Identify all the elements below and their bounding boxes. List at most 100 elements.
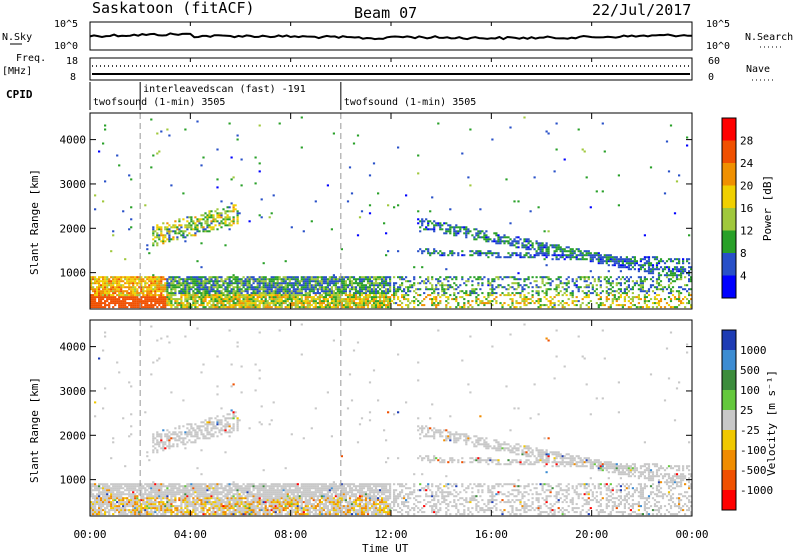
heatmap-cell	[525, 252, 528, 255]
heatmap-cell	[154, 491, 157, 494]
heatmap-cell	[344, 288, 347, 291]
heatmap-cell	[306, 296, 309, 299]
heatmap-cell	[429, 228, 432, 231]
heatmap-cell	[200, 493, 203, 496]
heatmap-cell	[236, 216, 239, 219]
heatmap-cell	[92, 493, 95, 496]
heatmap-cell	[190, 431, 193, 434]
heatmap-cell	[509, 244, 512, 247]
heatmap-cell	[160, 497, 163, 500]
heatmap-cell	[252, 276, 255, 279]
heatmap-cell	[366, 288, 370, 291]
heatmap-cell	[240, 302, 243, 305]
heatmap-cell	[300, 300, 303, 303]
heatmap-cell	[174, 433, 177, 436]
heatmap-cell	[487, 252, 490, 255]
heatmap-cell	[515, 242, 518, 245]
heatmap-cell	[206, 222, 209, 225]
heatmap-cell	[421, 222, 424, 225]
heatmap-cell	[423, 220, 426, 223]
heatmap-cell	[366, 304, 370, 307]
heatmap-cell	[547, 254, 550, 257]
heatmap-cell	[639, 260, 642, 263]
heatmap-cell	[381, 292, 384, 295]
heatmap-cell	[164, 433, 167, 436]
heatmap-cell	[246, 294, 249, 297]
heatmap-cell	[451, 278, 454, 281]
heatmap-cell	[216, 148, 219, 151]
heatmap-cell	[651, 256, 655, 259]
heatmap-cell	[589, 252, 592, 255]
heatmap-cell	[180, 431, 183, 434]
heatmap-cell	[605, 300, 608, 303]
heatmap-cell	[126, 290, 129, 293]
heatmap-cell	[449, 228, 452, 231]
heatmap-cell	[593, 256, 596, 259]
heatmap-cell	[108, 304, 111, 307]
heatmap-cell	[595, 294, 598, 297]
heatmap-cell	[178, 439, 181, 442]
heatmap-cell	[94, 296, 97, 299]
heatmap-cell	[340, 288, 343, 291]
heatmap-cell	[680, 272, 683, 275]
heatmap-cell	[368, 288, 372, 291]
heatmap-cell	[330, 298, 333, 301]
heatmap-cell	[110, 286, 113, 289]
heatmap-cell	[364, 292, 368, 295]
heatmap-cell	[441, 284, 444, 287]
heatmap-cell	[330, 300, 333, 303]
heatmap-cell	[148, 497, 151, 500]
heatmap-cell	[589, 292, 592, 295]
heatmap-cell	[525, 254, 528, 257]
heatmap-cell	[284, 292, 287, 295]
heatmap-cell	[318, 288, 321, 291]
heatmap-cell	[218, 276, 221, 279]
heatmap-cell	[228, 294, 231, 297]
heatmap-cell	[595, 190, 598, 193]
heatmap-cell	[92, 288, 95, 291]
heatmap-cell	[272, 292, 275, 295]
heatmap-cell	[102, 278, 105, 281]
heatmap-cell	[581, 256, 584, 259]
heatmap-cell	[405, 304, 408, 307]
heatmap-cell	[497, 256, 500, 259]
heatmap-cell	[130, 487, 133, 490]
heatmap-cell	[583, 278, 586, 281]
heatmap-cell	[613, 290, 616, 293]
heatmap-cell	[128, 292, 131, 295]
heatmap-cell	[120, 487, 123, 490]
heatmap-cell	[90, 503, 93, 506]
heatmap-cell	[104, 128, 107, 131]
heatmap-cell	[529, 210, 532, 213]
heatmap-cell	[164, 298, 167, 301]
heatmap-cell	[463, 226, 466, 229]
heatmap-cell	[98, 513, 101, 516]
heatmap-cell	[94, 276, 97, 279]
heatmap-cell	[621, 262, 624, 265]
heatmap-cell	[192, 290, 195, 293]
heatmap-cell	[212, 288, 215, 291]
heatmap-cell	[469, 184, 472, 187]
heatmap-cell	[324, 288, 327, 291]
heatmap-cell	[186, 278, 189, 281]
heatmap-cell	[567, 282, 570, 285]
heatmap-cell	[274, 292, 277, 295]
heatmap-cell	[172, 294, 175, 297]
heatmap-cell	[174, 292, 177, 295]
heatmap-cell	[684, 288, 687, 291]
heatmap-cell	[304, 306, 307, 309]
heatmap-cell	[649, 268, 653, 271]
heatmap-cell	[360, 280, 364, 283]
heatmap-cell	[118, 501, 121, 504]
heatmap-cell	[571, 254, 574, 257]
heatmap-cell	[136, 300, 139, 303]
heatmap-cell	[250, 296, 253, 299]
heatmap-cell	[142, 278, 145, 281]
heatmap-cell	[358, 306, 362, 309]
heatmap-cell	[306, 284, 309, 287]
heatmap-cell	[252, 294, 255, 297]
heatmap-cell	[505, 294, 508, 297]
heatmap-cell	[314, 302, 317, 305]
heatmap-cell	[124, 302, 127, 305]
heatmap-cell	[172, 511, 175, 514]
